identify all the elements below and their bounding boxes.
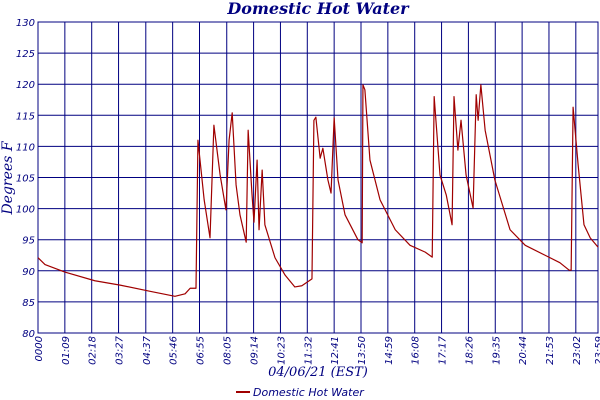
x-tick-label: 19:35 xyxy=(491,336,502,365)
y-tick-label: 130 xyxy=(16,18,35,29)
y-tick-label: 115 xyxy=(16,111,35,122)
x-tick-label: 06:55 xyxy=(196,336,207,365)
x-tick-label: 14:59 xyxy=(384,336,395,365)
chart-title: Domestic Hot Water xyxy=(226,0,410,18)
y-axis-label: Degrees F xyxy=(0,140,16,215)
x-tick-label: 05:46 xyxy=(169,336,180,365)
x-tick-label: 21:53 xyxy=(545,336,556,365)
x-tick-label: 20:44 xyxy=(518,336,529,365)
x-tick-label: 16:08 xyxy=(411,336,422,365)
x-axis-label: 04/06/21 (EST) xyxy=(268,365,368,380)
data-line xyxy=(37,84,599,297)
x-tick-label: 12:41 xyxy=(330,336,341,365)
x-tick-label: 03:27 xyxy=(115,335,126,364)
x-tick-label: 08:05 xyxy=(223,336,234,365)
x-tick-label: 13:50 xyxy=(357,336,368,365)
x-tick-label: 11:32 xyxy=(303,336,314,365)
x-tick-label: 18:26 xyxy=(464,336,475,365)
y-tick-label: 125 xyxy=(16,49,35,60)
x-tick-label: 09:14 xyxy=(250,336,261,365)
y-tick-label: 80 xyxy=(22,329,35,340)
x-tick-label: 23:02 xyxy=(572,336,583,365)
x-tick-label: 02:18 xyxy=(88,336,99,365)
y-tick-label: 85 xyxy=(22,298,35,309)
y-tick-label: 100 xyxy=(16,205,35,216)
y-tick-label: 120 xyxy=(16,80,35,91)
x-tick-label: 01:09 xyxy=(61,336,72,365)
x-tick-label: 23:59 xyxy=(594,336,600,365)
y-tick-label: 105 xyxy=(16,174,35,185)
x-tick-label: 04:37 xyxy=(142,335,153,364)
x-tick-label: 0000 xyxy=(34,336,45,361)
y-tick-label: 110 xyxy=(16,142,35,153)
y-tick-label: 95 xyxy=(22,236,35,247)
x-tick-label: 17:17 xyxy=(438,335,449,364)
x-tick-label: 10:23 xyxy=(276,336,287,365)
y-tick-label: 90 xyxy=(22,267,35,278)
legend-label: Domestic Hot Water xyxy=(253,386,365,399)
